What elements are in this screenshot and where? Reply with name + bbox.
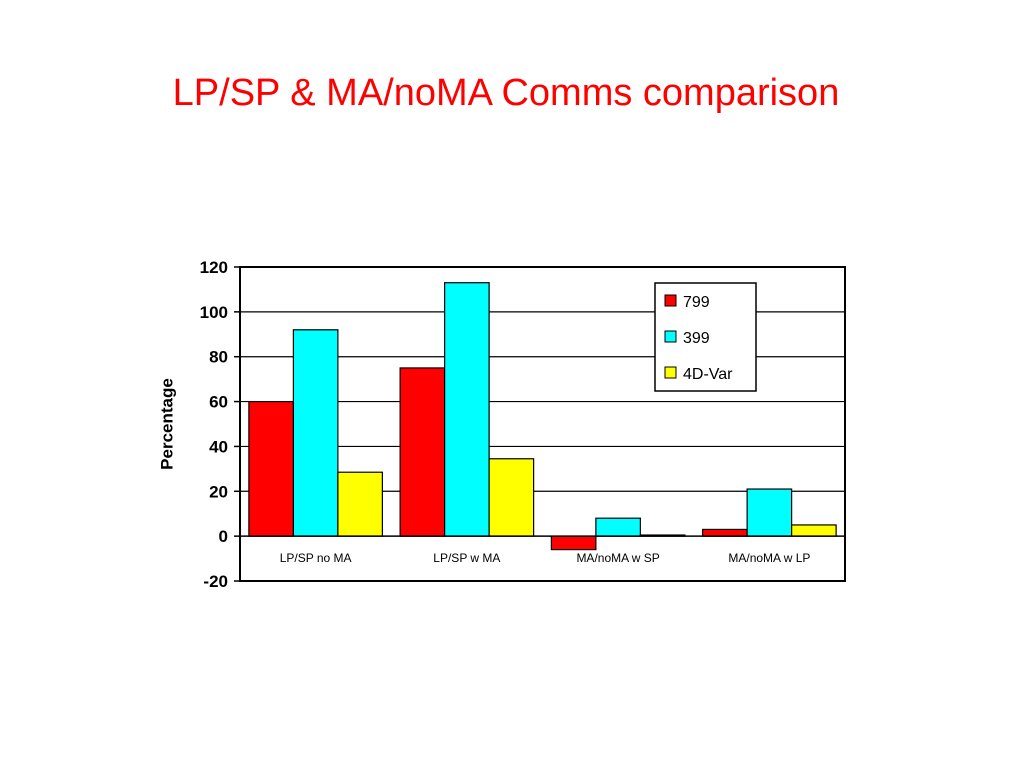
bar-799-3 (550, 535, 597, 551)
y-tick-label: 80 (209, 348, 228, 367)
y-tick-label: 120 (200, 258, 228, 277)
x-axis-categories: LP/SP no MA LP/SP w MA MA/noMA w SP MA/noMA… (280, 551, 811, 565)
bars (248, 282, 837, 551)
legend-label: 799 (683, 294, 710, 311)
bar-4d-var-4 (791, 524, 837, 537)
plot-area (239, 266, 846, 582)
x-category-label: MA/noMA w SP (576, 551, 659, 565)
bar-399-2 (444, 282, 490, 537)
y-tick-label: -20 (203, 572, 228, 591)
y-tick-label: 40 (209, 437, 228, 456)
legend-swatch (664, 330, 677, 343)
y-tick-label: 0 (219, 527, 228, 546)
legend: 799 399 4D-Var (654, 282, 757, 392)
bar-399-3 (595, 517, 641, 537)
y-tick-label: 100 (200, 303, 228, 322)
legend-swatch (664, 366, 677, 379)
x-category-label: LP/SP w MA (433, 551, 500, 565)
bar-4d-var-1 (337, 471, 383, 537)
y-axis: -20 0 20 40 60 80 100 120 (200, 258, 240, 591)
bar-399-4 (746, 488, 793, 537)
bar-799-4 (702, 528, 748, 537)
x-category-label: LP/SP no MA (280, 551, 352, 565)
y-axis-title: Percentage (157, 378, 176, 470)
legend-swatch (664, 294, 677, 307)
y-tick-label: 20 (209, 482, 228, 501)
legend-label: 4D-Var (683, 366, 733, 383)
bar-4d-var-2 (488, 458, 535, 537)
y-tick-label: 60 (209, 393, 228, 412)
x-category-label: MA/noMA w LP (728, 551, 810, 565)
bar-399-1 (292, 329, 339, 537)
bar-799-2 (399, 367, 446, 537)
legend-label: 399 (683, 330, 710, 347)
slide-title: LP/SP & MA/noMA Comms comparison (172, 72, 840, 114)
bar-799-1 (248, 400, 294, 537)
